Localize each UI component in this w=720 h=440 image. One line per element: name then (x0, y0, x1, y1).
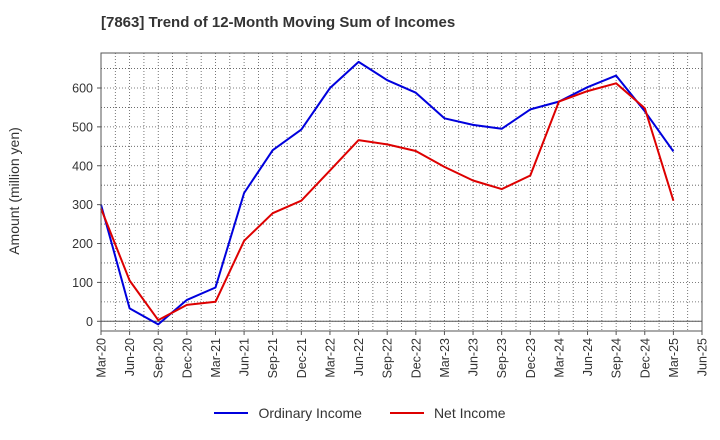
y-tick-label: 400 (72, 159, 93, 173)
x-tick-label: Mar-22 (323, 338, 337, 378)
y-tick-labels: 0 100 200 300 400 500 600 (72, 81, 101, 329)
series-line-ordinary-income (100, 60, 675, 326)
x-tick-labels: Mar-20 Jun-20 Sep-20 Dec-20 Mar-21 Jun-21 Sep-… (95, 331, 710, 378)
x-tick-label: Dec-21 (295, 338, 309, 378)
legend-label-ordinary-income: Ordinary Income (258, 405, 362, 421)
legend-swatch-net-income (389, 412, 424, 414)
x-tick-label: Jun-21 (238, 338, 252, 376)
x-tick-label: Sep-24 (610, 338, 624, 378)
y-tick-label: 0 (86, 315, 93, 329)
x-tick-label: Dec-20 (180, 338, 194, 378)
x-tick-label: Mar-25 (667, 338, 681, 378)
legend-item-ordinary-income: Ordinary Income (214, 405, 362, 421)
x-tick-label: Dec-24 (638, 338, 652, 378)
x-tick-label: Dec-23 (524, 338, 538, 378)
grid-lines (100, 53, 703, 331)
x-tick-label: Jun-23 (467, 338, 481, 376)
x-tick-label: Mar-24 (552, 338, 566, 378)
x-tick-label: Sep-20 (152, 338, 166, 378)
y-tick-label: 600 (72, 81, 93, 95)
x-tick-label: Jun-20 (123, 338, 137, 376)
legend-label-net-income: Net Income (433, 405, 506, 421)
series-lines (100, 60, 675, 326)
legend-item-net-income: Net Income (389, 405, 506, 421)
plot-frame (100, 52, 703, 332)
x-tick-label: Sep-21 (266, 338, 280, 378)
x-tick-label: Mar-20 (95, 338, 109, 378)
x-tick-label: Jun-25 (696, 338, 710, 376)
x-tick-label: Jun-24 (581, 338, 595, 376)
x-tick-label: Dec-22 (409, 338, 423, 378)
x-tick-label: Sep-23 (495, 338, 509, 378)
series-line-net-income (100, 82, 675, 322)
y-tick-label: 300 (72, 198, 93, 212)
legend: Ordinary Income Net Income (0, 405, 720, 421)
x-tick-label: Mar-23 (438, 338, 452, 378)
legend-swatch-ordinary-income (214, 412, 249, 414)
y-tick-label: 500 (72, 120, 93, 134)
x-tick-label: Mar-21 (209, 338, 223, 378)
x-tick-label: Jun-22 (352, 338, 366, 376)
y-tick-label: 100 (72, 276, 93, 290)
x-tick-label: Sep-22 (381, 338, 395, 378)
chart-title: [7863] Trend of 12-Month Moving Sum of I… (101, 14, 456, 31)
y-tick-label: 200 (72, 237, 93, 251)
